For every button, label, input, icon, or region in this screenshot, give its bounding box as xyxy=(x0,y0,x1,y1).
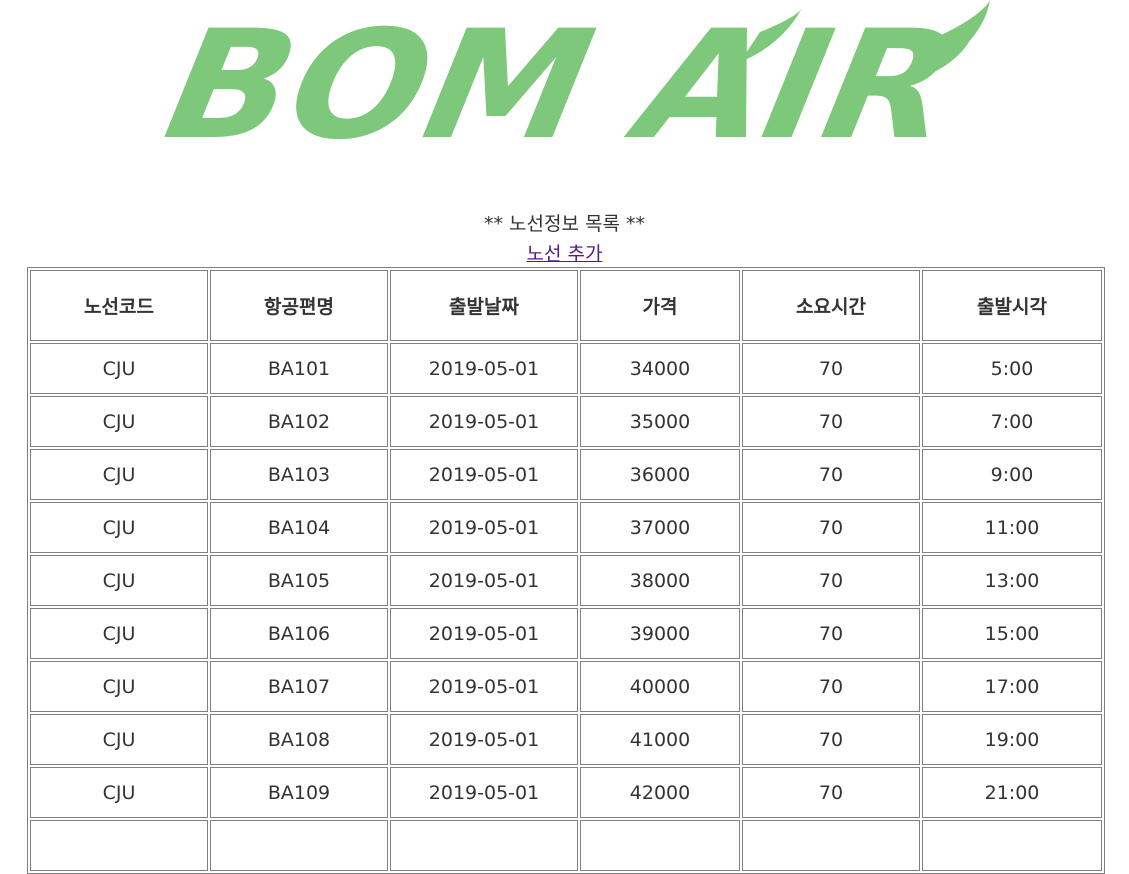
cell: BA109 xyxy=(210,767,388,818)
cell: CJU xyxy=(30,608,208,659)
cell: 34000 xyxy=(580,343,740,394)
cell: CJU xyxy=(30,555,208,606)
row: CJU BA103 2019-05-01 36000 70 9:00 xyxy=(30,449,1102,500)
cell: 70 xyxy=(742,714,920,765)
logo: BOM AIR xyxy=(135,0,990,150)
cell: 40000 xyxy=(580,661,740,712)
row: CJU BA104 2019-05-01 37000 70 11:00 xyxy=(30,502,1102,553)
cell: 15:00 xyxy=(922,608,1102,659)
header-cell: 노선코드 xyxy=(30,270,208,341)
cell: 70 xyxy=(742,502,920,553)
cell: 2019-05-01 xyxy=(390,343,578,394)
cell: 2019-05-01 xyxy=(390,767,578,818)
cell xyxy=(30,820,208,871)
add-route-link[interactable]: 노선 추가 xyxy=(526,243,603,265)
cell: 42000 xyxy=(580,767,740,818)
cell: CJU xyxy=(30,449,208,500)
cell: 2019-05-01 xyxy=(390,396,578,447)
row: CJU BA108 2019-05-01 41000 70 19:00 xyxy=(30,714,1102,765)
cell: BA103 xyxy=(210,449,388,500)
cell: CJU xyxy=(30,767,208,818)
cell: 13:00 xyxy=(922,555,1102,606)
header-cell: 항공편명 xyxy=(210,270,388,341)
row xyxy=(30,820,1102,871)
row: CJU BA101 2019-05-01 34000 70 5:00 xyxy=(30,343,1102,394)
cell: CJU xyxy=(30,396,208,447)
cell: CJU xyxy=(30,714,208,765)
heading: ** 노선정보 목록 ** xyxy=(484,213,645,235)
cell: 2019-05-01 xyxy=(390,608,578,659)
cell: 36000 xyxy=(580,449,740,500)
cell: 19:00 xyxy=(922,714,1102,765)
row: CJU BA109 2019-05-01 42000 70 21:00 xyxy=(30,767,1102,818)
table-body: CJU BA101 2019-05-01 34000 70 5:00 CJU BA102 201… xyxy=(30,343,1102,871)
wing xyxy=(740,0,990,85)
cell: BA102 xyxy=(210,396,388,447)
cell xyxy=(210,820,388,871)
cell xyxy=(580,820,740,871)
header-cell: 가격 xyxy=(580,270,740,341)
cell: BA107 xyxy=(210,661,388,712)
row: CJU BA102 2019-05-01 35000 70 7:00 xyxy=(30,396,1102,447)
cell: 70 xyxy=(742,396,920,447)
cell: 17:00 xyxy=(922,661,1102,712)
cell: 37000 xyxy=(580,502,740,553)
header-row: 노선코드 항공편명 출발날짜 가격 소요시간 출발시각 xyxy=(30,270,1102,341)
header-cell: 소요시간 xyxy=(742,270,920,341)
link-wrap: 노선 추가 xyxy=(0,239,1129,266)
cell: BA106 xyxy=(210,608,388,659)
cell: 41000 xyxy=(580,714,740,765)
cell: CJU xyxy=(30,502,208,553)
cell: CJU xyxy=(30,343,208,394)
cell: BA104 xyxy=(210,502,388,553)
header-cell: 출발시각 xyxy=(922,270,1102,341)
cell: 70 xyxy=(742,343,920,394)
cell xyxy=(922,820,1102,871)
cell: 70 xyxy=(742,555,920,606)
table-head: 노선코드 항공편명 출발날짜 가격 소요시간 출발시각 xyxy=(30,270,1102,341)
cell: CJU xyxy=(30,661,208,712)
cell: 5:00 xyxy=(922,343,1102,394)
row: CJU BA107 2019-05-01 40000 70 17:00 xyxy=(30,661,1102,712)
cell: 2019-05-01 xyxy=(390,502,578,553)
cell: BA101 xyxy=(210,343,388,394)
cell xyxy=(742,820,920,871)
cell: 70 xyxy=(742,767,920,818)
cell: 2019-05-01 xyxy=(390,661,578,712)
cell: 70 xyxy=(742,661,920,712)
cell: 70 xyxy=(742,449,920,500)
route-table: 노선코드 항공편명 출발날짜 가격 소요시간 출발시각 CJU BA101 2019-05-0… xyxy=(27,267,1105,874)
cell: BA105 xyxy=(210,555,388,606)
cell: 38000 xyxy=(580,555,740,606)
header-cell: 출발날짜 xyxy=(390,270,578,341)
cell: 70 xyxy=(742,608,920,659)
cell: 35000 xyxy=(580,396,740,447)
logo-text: BOM AIR xyxy=(135,0,986,150)
cell: 2019-05-01 xyxy=(390,555,578,606)
cell: 11:00 xyxy=(922,502,1102,553)
cell: 7:00 xyxy=(922,396,1102,447)
cell: 9:00 xyxy=(922,449,1102,500)
cell: 2019-05-01 xyxy=(390,714,578,765)
cell: 21:00 xyxy=(922,767,1102,818)
row: CJU BA106 2019-05-01 39000 70 15:00 xyxy=(30,608,1102,659)
cell: 39000 xyxy=(580,608,740,659)
row: CJU BA105 2019-05-01 38000 70 13:00 xyxy=(30,555,1102,606)
cell: 2019-05-01 xyxy=(390,449,578,500)
cell xyxy=(390,820,578,871)
cell: BA108 xyxy=(210,714,388,765)
